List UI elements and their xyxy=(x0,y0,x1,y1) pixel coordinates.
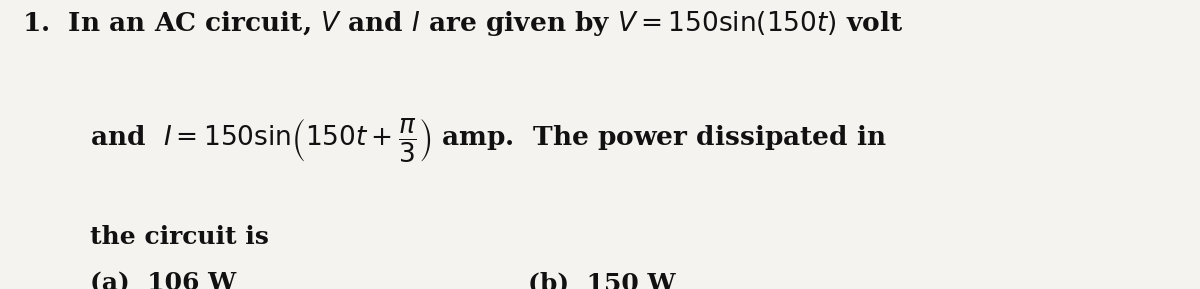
Text: (b)  150 W: (b) 150 W xyxy=(528,272,676,289)
Text: and  $I = 150\sin\!\left(150t + \dfrac{\pi}{3}\right)$ amp.  The power dissipate: and $I = 150\sin\!\left(150t + \dfrac{\p… xyxy=(90,116,887,164)
Text: (a)  106 W: (a) 106 W xyxy=(90,272,236,289)
Text: 1.  In an AC circuit, $V$ and $I$ are given by $V = 150\sin(150t)$ volt: 1. In an AC circuit, $V$ and $I$ are giv… xyxy=(22,9,902,38)
Text: the circuit is: the circuit is xyxy=(90,225,269,249)
